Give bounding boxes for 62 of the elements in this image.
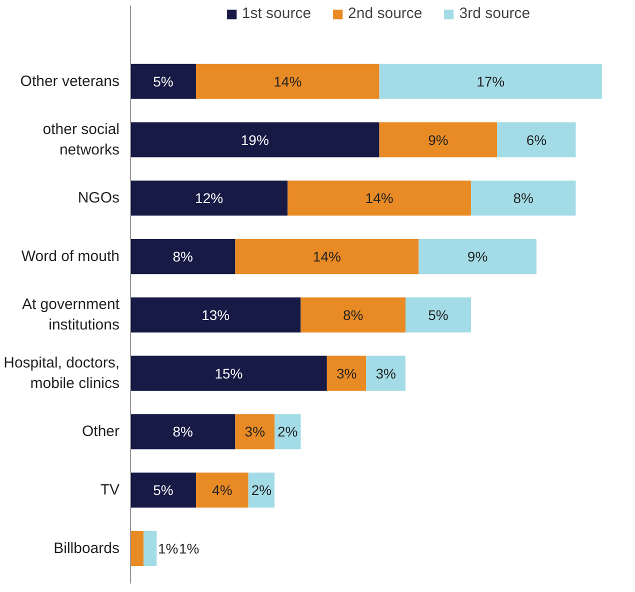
y-tick-label: Hospital, doctors, mobile clinics — [4, 354, 120, 392]
y-tick-label: other social networks — [42, 121, 120, 158]
data-label: 1% — [158, 540, 178, 556]
data-label: 17% — [476, 73, 505, 90]
data-label: 14% — [365, 190, 394, 206]
data-label: 6% — [526, 132, 547, 148]
data-label: 8% — [172, 424, 193, 440]
data-label: 1% — [178, 540, 200, 556]
data-label: 3% — [336, 365, 357, 382]
bar — [130, 414, 236, 450]
bar — [379, 122, 498, 158]
legend-label: 1st source — [242, 5, 312, 22]
data-label: 8% — [513, 190, 534, 206]
legend-label: 3rd source — [459, 5, 530, 22]
bar — [130, 64, 196, 99]
bar — [196, 64, 380, 99]
data-label: 19% — [240, 132, 269, 148]
data-label: 8% — [343, 306, 364, 323]
data-label: 5% — [428, 306, 448, 323]
data-label: 13% — [202, 306, 230, 323]
y-tick-label: Other veterans — [20, 72, 120, 90]
data-label: 5% — [153, 482, 174, 498]
bar — [130, 472, 196, 508]
data-label: 14% — [274, 73, 302, 90]
y-tick-label: TV — [100, 482, 120, 499]
y-tick-label: NGOs — [78, 190, 120, 207]
y-tick-label: Billboards — [54, 540, 120, 557]
data-label: 3% — [376, 365, 396, 382]
bar — [470, 180, 576, 216]
bar — [130, 297, 301, 332]
data-label: 9% — [428, 132, 448, 148]
bar — [130, 530, 144, 566]
data-label: 12% — [195, 190, 224, 206]
data-label: 14% — [312, 248, 341, 265]
data-label: 9% — [467, 248, 488, 265]
data-label: 2% — [278, 424, 298, 440]
data-label: 5% — [153, 73, 174, 90]
bar — [130, 180, 288, 216]
data-label: 3% — [244, 424, 266, 440]
data-label: 2% — [251, 482, 272, 498]
bar — [130, 239, 236, 274]
bar — [300, 297, 406, 332]
bar — [235, 414, 275, 450]
bar — [366, 356, 406, 391]
data-label: 15% — [214, 365, 243, 382]
bar — [196, 472, 248, 508]
y-tick-label: At government institutions — [22, 296, 120, 334]
bar — [379, 64, 602, 99]
bar — [144, 530, 157, 566]
bar — [418, 239, 536, 274]
data-label: 4% — [212, 482, 232, 498]
bar — [326, 356, 366, 391]
legend-label: 2nd source — [348, 5, 422, 22]
bar — [130, 356, 327, 391]
y-tick-label: Word of mouth — [21, 248, 120, 266]
data-label: 8% — [172, 248, 193, 265]
y-tick-label: Other — [82, 423, 120, 440]
bar — [235, 239, 419, 274]
bar — [497, 122, 576, 158]
bar — [288, 180, 471, 216]
bar — [406, 297, 471, 332]
bar — [130, 122, 380, 158]
